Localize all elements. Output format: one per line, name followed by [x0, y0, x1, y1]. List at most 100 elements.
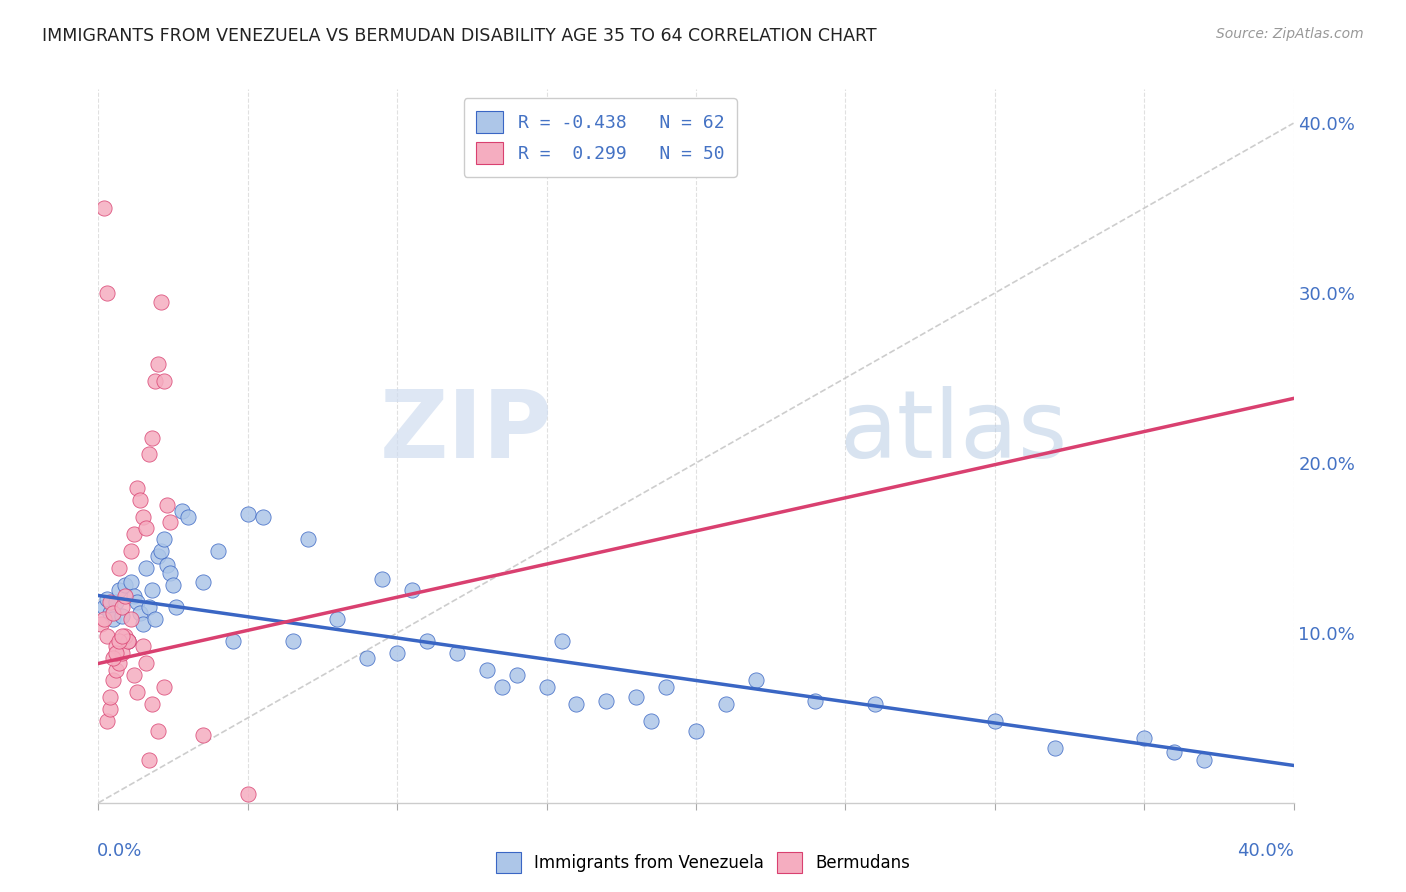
Point — [626, 690, 648, 705]
Point — [124, 668, 146, 682]
Point — [550, 634, 572, 648]
Point — [108, 657, 131, 671]
Point — [135, 520, 157, 534]
Point — [536, 680, 558, 694]
Point — [96, 629, 118, 643]
Point — [117, 634, 139, 648]
Point — [111, 608, 134, 623]
Point — [141, 430, 163, 444]
Point — [506, 668, 529, 682]
Text: Source: ZipAtlas.com: Source: ZipAtlas.com — [1216, 27, 1364, 41]
Point — [100, 606, 122, 620]
Text: IMMIGRANTS FROM VENEZUELA VS BERMUDAN DISABILITY AGE 35 TO 64 CORRELATION CHART: IMMIGRANTS FROM VENEZUELA VS BERMUDAN DI… — [42, 27, 877, 45]
Point — [90, 617, 112, 632]
Point — [132, 640, 155, 654]
Point — [865, 698, 887, 712]
Point — [804, 694, 827, 708]
Point — [491, 680, 513, 694]
Point — [138, 448, 160, 462]
Point — [172, 503, 194, 517]
Point — [111, 629, 134, 643]
Point — [132, 510, 155, 524]
Point — [129, 493, 152, 508]
Point — [93, 600, 115, 615]
Point — [135, 657, 157, 671]
Point — [143, 375, 166, 389]
Text: atlas: atlas — [839, 385, 1067, 478]
Point — [100, 595, 122, 609]
Point — [127, 685, 149, 699]
Point — [96, 714, 118, 729]
Point — [1043, 741, 1066, 756]
Point — [356, 651, 378, 665]
Point — [117, 634, 139, 648]
Point — [191, 728, 214, 742]
Point — [114, 578, 136, 592]
Point — [138, 600, 160, 615]
Point — [655, 680, 678, 694]
Point — [416, 634, 439, 648]
Point — [120, 574, 142, 589]
Point — [371, 572, 394, 586]
Legend: R = -0.438   N = 62, R =  0.299   N = 50: R = -0.438 N = 62, R = 0.299 N = 50 — [464, 98, 737, 177]
Point — [475, 663, 498, 677]
Point — [111, 600, 134, 615]
Point — [124, 589, 146, 603]
Legend: Immigrants from Venezuela, Bermudans: Immigrants from Venezuela, Bermudans — [489, 846, 917, 880]
Point — [127, 482, 149, 496]
Text: ZIP: ZIP — [380, 385, 553, 478]
Point — [1133, 731, 1156, 746]
Point — [165, 600, 187, 615]
Point — [135, 561, 157, 575]
Text: 40.0%: 40.0% — [1237, 842, 1294, 860]
Point — [159, 566, 181, 581]
Point — [120, 544, 142, 558]
Point — [141, 583, 163, 598]
Point — [153, 375, 176, 389]
Point — [252, 510, 274, 524]
Point — [120, 612, 142, 626]
Point — [1163, 745, 1185, 759]
Point — [714, 698, 737, 712]
Point — [162, 578, 184, 592]
Point — [105, 640, 128, 654]
Point — [105, 646, 128, 660]
Point — [156, 499, 179, 513]
Point — [105, 663, 128, 677]
Point — [105, 595, 128, 609]
Point — [103, 606, 125, 620]
Point — [150, 294, 173, 309]
Point — [1192, 753, 1215, 767]
Point — [93, 612, 115, 626]
Point — [148, 724, 170, 739]
Point — [96, 591, 118, 606]
Point — [108, 634, 131, 648]
Point — [156, 558, 179, 572]
Point — [236, 507, 259, 521]
Point — [114, 589, 136, 603]
Point — [127, 595, 149, 609]
Point — [124, 527, 146, 541]
Point — [103, 612, 125, 626]
Point — [446, 646, 468, 660]
Point — [111, 646, 134, 660]
Point — [103, 651, 125, 665]
Point — [100, 690, 122, 705]
Point — [640, 714, 662, 729]
Point — [236, 787, 259, 801]
Point — [108, 583, 131, 598]
Point — [100, 702, 122, 716]
Point — [984, 714, 1007, 729]
Point — [159, 516, 181, 530]
Point — [148, 358, 170, 372]
Point — [148, 549, 170, 564]
Point — [222, 634, 245, 648]
Point — [401, 583, 423, 598]
Point — [326, 612, 349, 626]
Point — [565, 698, 588, 712]
Point — [132, 617, 155, 632]
Point — [114, 629, 136, 643]
Point — [685, 724, 707, 739]
Point — [745, 673, 768, 688]
Point — [108, 561, 131, 575]
